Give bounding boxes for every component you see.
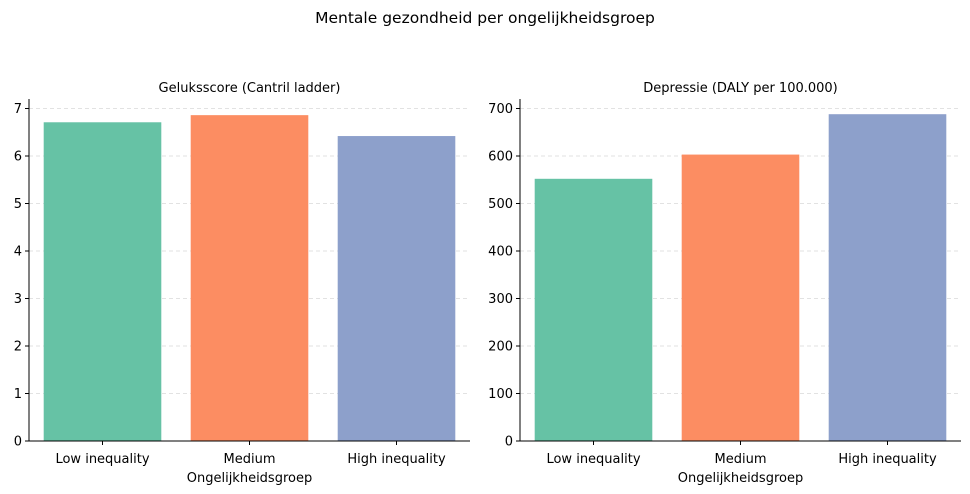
chart2-xlabel: Ongelijkheidsgroep xyxy=(678,471,803,486)
chart1-ytick-label-1: 1 xyxy=(14,387,22,402)
chart2-title: Depressie (DALY per 100.000) xyxy=(643,81,838,96)
chart1-ytick-label-5: 5 xyxy=(14,197,22,212)
chart2-ytick-label-1: 100 xyxy=(488,387,513,402)
chart1-xtick-label-0: Low inequality xyxy=(55,452,149,467)
chart1-ytick-label-4: 4 xyxy=(14,245,22,260)
chart2-ytick-label-0: 0 xyxy=(505,435,513,450)
chart2-ytick-label-4: 400 xyxy=(488,245,513,260)
figure-title: Mentale gezondheid per ongelijkheidsgroe… xyxy=(315,9,655,27)
chart2-ytick-label-7: 700 xyxy=(488,102,513,117)
chart1-ytick-label-0: 0 xyxy=(14,435,22,450)
chart2-bar-2 xyxy=(828,114,947,441)
chart2-ytick-label-5: 500 xyxy=(488,197,513,212)
chart1-xtick-label-2: High inequality xyxy=(347,452,446,467)
chart1-bar-2 xyxy=(337,136,456,442)
chart1-ytick-label-7: 7 xyxy=(14,102,22,117)
chart1-title: Geluksscore (Cantril ladder) xyxy=(159,81,341,96)
chart2-xtick-label-2: High inequality xyxy=(838,452,937,467)
chart1-xtick-label-1: Medium xyxy=(224,452,276,467)
chart2-ytick-label-2: 200 xyxy=(488,340,513,355)
chart2-bar-1 xyxy=(681,154,800,441)
chart2-xtick-label-0: Low inequality xyxy=(546,452,640,467)
chart2-bar-0 xyxy=(534,178,653,442)
chart1-xlabel: Ongelijkheidsgroep xyxy=(187,471,312,486)
chart2-xtick-label-1: Medium xyxy=(715,452,767,467)
chart1-bar-0 xyxy=(43,122,162,442)
chart1-ytick-label-3: 3 xyxy=(14,292,22,307)
chart1-ytick-label-2: 2 xyxy=(14,340,22,355)
chart1-bar-1 xyxy=(190,115,309,442)
chart1-ytick-label-6: 6 xyxy=(14,150,22,165)
chart2-ytick-label-3: 300 xyxy=(488,292,513,307)
chart2-ytick-label-6: 600 xyxy=(488,150,513,165)
